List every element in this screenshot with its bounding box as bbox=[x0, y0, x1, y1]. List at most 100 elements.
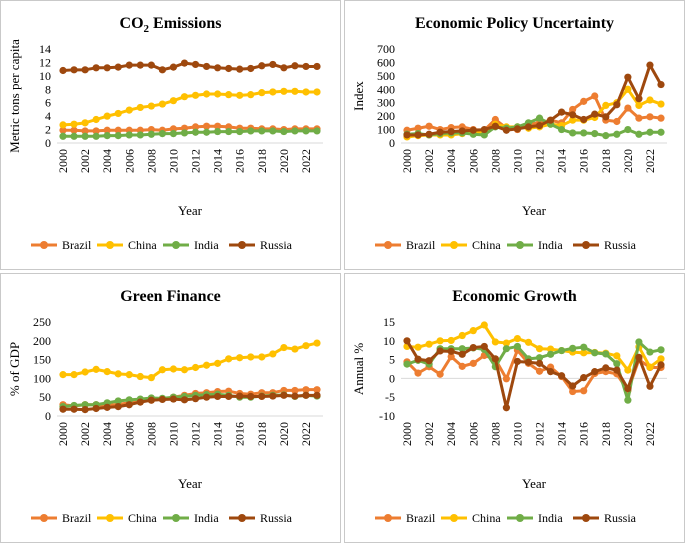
x-axis-title: Year bbox=[522, 476, 547, 491]
chart-title: CO2 Emissions bbox=[120, 15, 222, 35]
legend-marker-russia bbox=[582, 514, 590, 522]
point-india bbox=[291, 127, 299, 135]
point-russia bbox=[114, 403, 122, 411]
point-india bbox=[646, 128, 654, 136]
point-china bbox=[313, 88, 321, 96]
point-russia bbox=[258, 62, 266, 70]
point-china bbox=[624, 366, 632, 374]
point-china bbox=[269, 350, 277, 358]
panel-co2: CO2 Emissions 0 2 4 6 8 10 12 14 2000 2002 2004 2006… bbox=[0, 0, 341, 270]
point-china bbox=[114, 109, 122, 118]
x-tick-label: 2016 bbox=[577, 422, 591, 446]
point-russia bbox=[436, 128, 444, 136]
point-russia bbox=[535, 121, 544, 130]
legend-label-brazil: Brazil bbox=[62, 238, 92, 252]
point-russia bbox=[491, 355, 499, 363]
chart-economic-policy-uncertainty: Economic Policy Uncertainty 0100200300400… bbox=[351, 15, 667, 252]
point-china bbox=[214, 90, 222, 98]
point-china bbox=[657, 355, 665, 363]
point-russia bbox=[480, 342, 488, 351]
point-russia bbox=[524, 358, 533, 366]
x-tick-label: 2012 bbox=[533, 422, 547, 446]
point-russia bbox=[247, 392, 255, 401]
point-russia bbox=[613, 101, 621, 109]
point-india bbox=[602, 132, 610, 140]
x-tick-label: 2016 bbox=[233, 149, 247, 173]
y-tick-label: 8 bbox=[45, 82, 51, 96]
legend-marker-china bbox=[450, 514, 458, 522]
point-india bbox=[70, 132, 78, 140]
point-india bbox=[535, 114, 544, 122]
x-tick-label: 2022 bbox=[299, 149, 313, 173]
point-china bbox=[535, 345, 544, 353]
point-india bbox=[92, 132, 100, 140]
legend-label-russia: Russia bbox=[260, 511, 293, 525]
x-tick-label: 2004 bbox=[100, 422, 114, 446]
point-russia bbox=[602, 364, 610, 372]
point-china bbox=[513, 334, 522, 343]
point-india bbox=[458, 345, 466, 353]
point-brazil bbox=[657, 114, 665, 122]
point-china bbox=[635, 101, 643, 109]
point-russia bbox=[624, 384, 632, 393]
chart-economic-growth: Economic Growth -10 -5 0 5 10 15 2000 2002 2004 20… bbox=[351, 288, 667, 525]
point-russia bbox=[447, 347, 455, 355]
series-line-china bbox=[63, 341, 318, 380]
point-brazil bbox=[291, 386, 299, 395]
legend-marker-china bbox=[106, 514, 114, 522]
point-russia bbox=[635, 95, 643, 103]
point-brazil bbox=[114, 126, 122, 134]
point-china bbox=[214, 359, 222, 367]
x-tick-label: 2004 bbox=[444, 149, 458, 173]
point-china bbox=[302, 88, 310, 96]
y-tick-label: 0 bbox=[389, 136, 395, 150]
x-tick-label: 2002 bbox=[422, 149, 436, 173]
point-russia bbox=[169, 63, 178, 71]
point-china bbox=[436, 337, 444, 345]
point-russia bbox=[158, 395, 166, 404]
point-russia bbox=[569, 111, 577, 119]
y-tick-label: 0 bbox=[389, 371, 395, 385]
point-china bbox=[569, 116, 577, 124]
x-tick-label: 2016 bbox=[233, 422, 247, 446]
point-russia bbox=[191, 395, 200, 403]
y-tick-label: 0 bbox=[45, 136, 51, 150]
point-china bbox=[136, 372, 144, 381]
x-tick-label: 2014 bbox=[211, 149, 225, 173]
point-india bbox=[403, 360, 411, 368]
point-brazil bbox=[580, 97, 588, 105]
point-china bbox=[81, 119, 89, 127]
point-russia bbox=[125, 61, 133, 69]
legend-label-china: China bbox=[128, 238, 157, 252]
point-china bbox=[147, 102, 155, 110]
legend-label-china: China bbox=[128, 511, 157, 525]
x-tick-label: 2000 bbox=[400, 422, 414, 446]
point-russia bbox=[92, 404, 100, 413]
point-india bbox=[114, 397, 122, 405]
point-china bbox=[191, 363, 200, 372]
point-russia bbox=[502, 126, 510, 134]
point-china bbox=[70, 371, 78, 379]
y-axis-title: Metric tons per capita bbox=[7, 39, 22, 153]
point-russia bbox=[414, 131, 422, 139]
point-india bbox=[635, 130, 643, 138]
point-china bbox=[81, 368, 89, 376]
point-russia bbox=[81, 66, 89, 74]
point-brazil bbox=[214, 122, 222, 130]
point-india bbox=[125, 131, 133, 139]
point-india bbox=[580, 129, 588, 137]
point-china bbox=[92, 365, 100, 373]
point-russia bbox=[403, 131, 411, 139]
x-tick-label: 2022 bbox=[299, 422, 313, 446]
point-russia bbox=[70, 66, 78, 74]
point-india bbox=[147, 130, 155, 138]
legend-label-india: India bbox=[194, 238, 219, 252]
x-tick-label: 2008 bbox=[144, 149, 158, 173]
point-russia bbox=[158, 66, 166, 74]
point-india bbox=[158, 130, 166, 138]
point-brazil bbox=[569, 105, 577, 114]
point-china bbox=[524, 338, 533, 346]
y-tick-label: 15 bbox=[383, 315, 395, 329]
